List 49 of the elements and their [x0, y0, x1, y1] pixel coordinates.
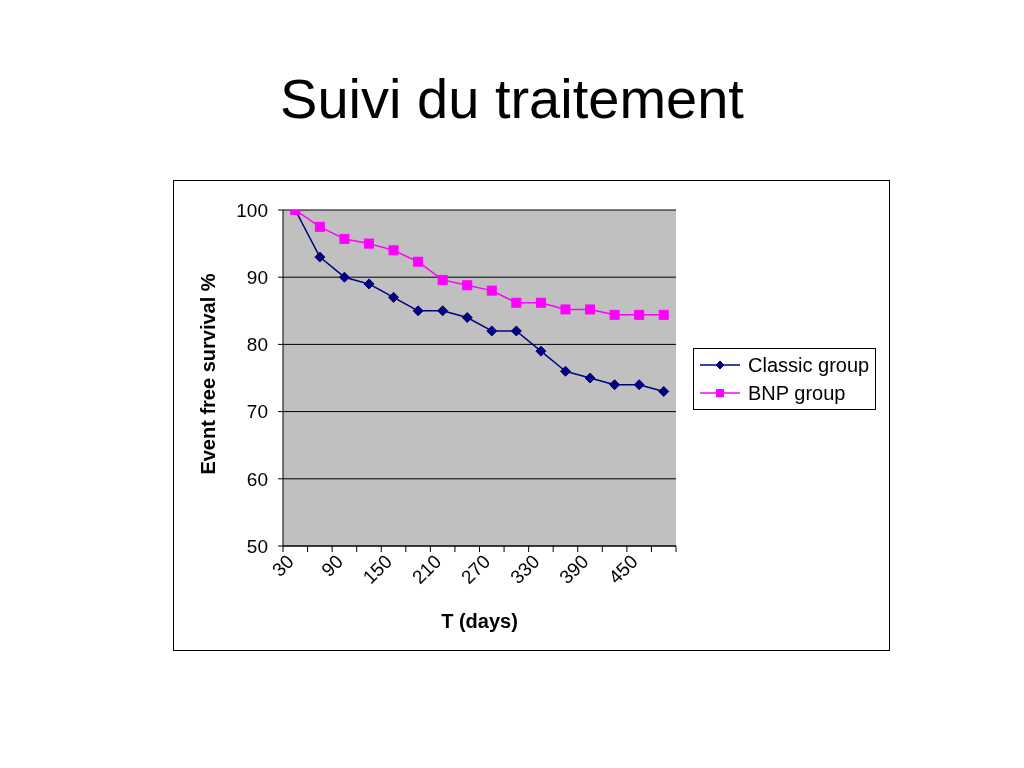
- x-tick-label: 270: [457, 550, 495, 588]
- point: [461, 312, 473, 324]
- point: [462, 280, 473, 291]
- point: [338, 271, 350, 283]
- point: [314, 221, 325, 232]
- point: [388, 291, 400, 303]
- y-tick-label: 80: [246, 334, 268, 356]
- point: [413, 256, 424, 267]
- y-axis-title: Event free survival %: [197, 273, 219, 475]
- legend-label: BNP group: [748, 381, 846, 406]
- x-tick-label: 150: [358, 550, 397, 588]
- point: [634, 309, 645, 320]
- point: [437, 305, 449, 317]
- point: [437, 274, 448, 285]
- chart-title: Suivi du traitement: [279, 67, 745, 130]
- point: [363, 278, 375, 290]
- point: [559, 365, 571, 377]
- point: [388, 245, 399, 256]
- x-axis-title: T (days): [441, 610, 518, 632]
- point: [535, 297, 546, 308]
- point: [412, 305, 424, 317]
- point: [658, 385, 670, 397]
- legend-label: Classic group: [748, 353, 870, 378]
- x-tick-label: 30: [268, 550, 298, 581]
- point: [609, 309, 620, 320]
- y-tick-label: 90: [246, 266, 268, 288]
- y-tick-label: 70: [246, 401, 268, 423]
- x-tick-label: 450: [604, 550, 642, 588]
- point: [584, 372, 596, 384]
- point: [633, 379, 645, 391]
- y-tick-label: 100: [236, 199, 268, 221]
- point: [363, 238, 374, 249]
- point: [486, 285, 497, 296]
- x-tick-label: 390: [555, 550, 593, 588]
- y-tick-label: 50: [246, 535, 268, 557]
- point: [510, 325, 522, 337]
- x-tick-label: 330: [506, 550, 544, 588]
- point: [314, 251, 326, 263]
- point: [535, 345, 547, 357]
- y-tick-label: 60: [246, 468, 268, 490]
- point: [658, 309, 669, 320]
- point: [585, 304, 596, 315]
- point: [511, 297, 522, 308]
- point: [560, 304, 571, 315]
- point: [339, 233, 350, 244]
- point: [609, 379, 621, 391]
- point: [486, 325, 498, 337]
- x-tick-label: 210: [407, 550, 446, 588]
- x-tick-label: 90: [317, 550, 347, 581]
